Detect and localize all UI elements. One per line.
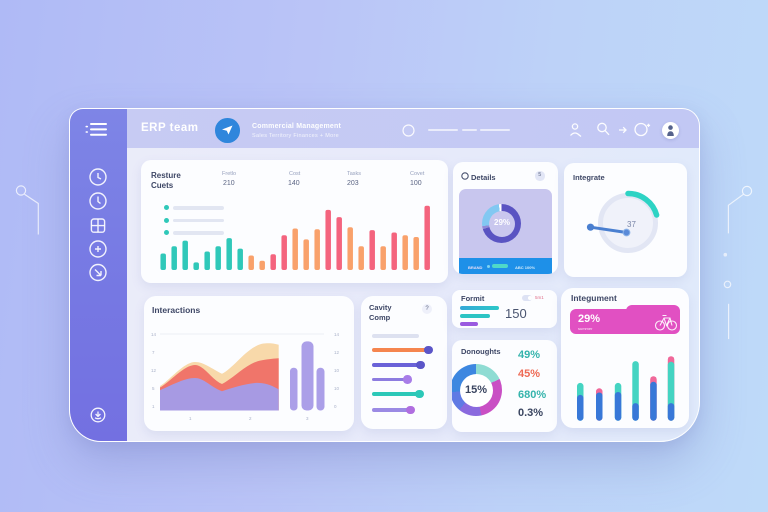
svg-text:12: 12 [334, 350, 340, 355]
svg-text:5: 5 [152, 386, 155, 391]
svg-text:1: 1 [152, 404, 155, 409]
svg-text:10: 10 [334, 368, 340, 373]
svg-text:14: 14 [151, 332, 157, 337]
svg-text:1: 1 [189, 416, 192, 421]
svg-text:2: 2 [249, 416, 252, 421]
svg-text:10: 10 [334, 386, 340, 391]
svg-text:14: 14 [334, 332, 340, 337]
svg-text:12: 12 [151, 368, 157, 373]
svg-text:0: 0 [334, 404, 337, 409]
svg-text:7: 7 [152, 350, 155, 355]
svg-text:37: 37 [627, 220, 636, 229]
svg-text:3: 3 [306, 416, 309, 421]
